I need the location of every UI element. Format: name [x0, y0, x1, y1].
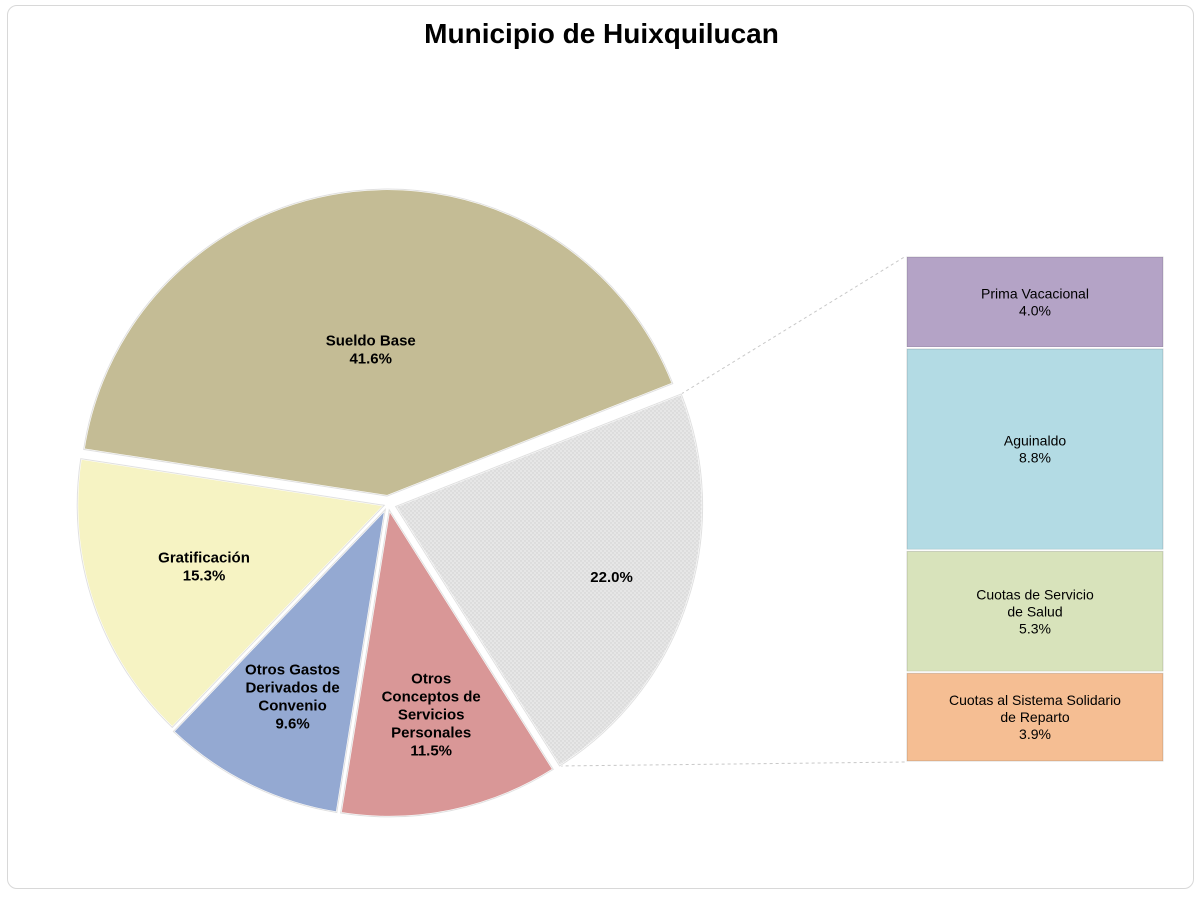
slice-label-otros: Otros Conceptos de Servicios Personales 11.5…	[382, 670, 481, 759]
pie-slice-rim	[340, 508, 554, 818]
bar-label-cuotas-al-sistema-solidario: Cuotas al Sistema Solidario de Reparto 3.9…	[949, 692, 1121, 742]
pie-slice-gratificaci-n	[76, 457, 387, 729]
pie-slice-otros	[339, 507, 555, 818]
chart-title: Municipio de Huixquilucan	[424, 18, 779, 49]
pie-slice-rim	[83, 188, 674, 497]
connector-top	[680, 255, 907, 395]
connector-bottom	[559, 761, 907, 767]
pie-slice-otros-gastos	[171, 506, 387, 814]
bar-label-cuotas-de-servicio: Cuotas de Servicio de Salud 5.3%	[976, 586, 1094, 636]
bar-segment-aguinaldo	[905, 347, 1165, 552]
bar-label-aguinaldo: Aguinaldo 8.8%	[1004, 433, 1066, 466]
pie: Sueldo Base 41.6% Gratificación 15.3% Otros …	[76, 188, 704, 818]
bar-segment-rim	[906, 256, 1164, 348]
slice-label-sueldo-base: Sueldo Base 41.6%	[326, 333, 416, 368]
pie-slice-rim	[172, 507, 387, 814]
slice-label-otros-gastos: Otros Gastos Derivados de Convenio 9.6%	[245, 661, 340, 732]
bar-label-prima-vacacional: Prima Vacacional 4.0%	[981, 286, 1089, 319]
connector-lines	[559, 255, 907, 767]
pie-slice-rim	[394, 393, 704, 767]
bar-segment-rim	[906, 672, 1164, 762]
bar-segment-cuotas-de-servicio	[905, 549, 1165, 674]
pie-slice-otras-prestaciones	[394, 392, 704, 768]
bar-segment-prima-vacacional	[905, 255, 1165, 349]
breakdown-bar: Prima Vacacional 4.0% Aguinaldo 8.8% Cuotas …	[905, 255, 1165, 763]
pie-slice-sueldo-base	[82, 188, 675, 498]
pie-slice-rim	[76, 458, 386, 729]
bar-segment-rim	[906, 348, 1164, 550]
bar-segment-cuotas-al-sistema-solidario	[905, 671, 1165, 763]
slice-label-otras-prestaciones: 22.0%	[590, 569, 633, 586]
slice-label-gratificaci-n: Gratificación 15.3%	[158, 550, 250, 585]
